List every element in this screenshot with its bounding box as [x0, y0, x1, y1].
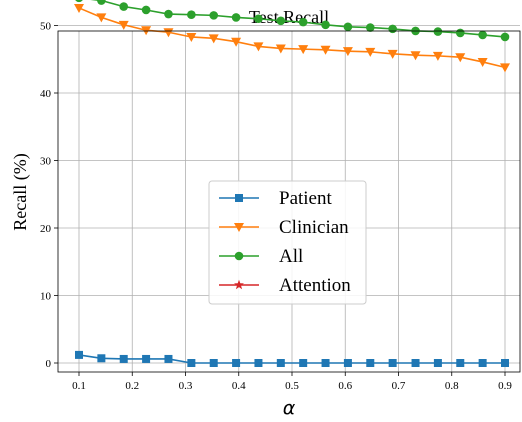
x-tick-label: 0.5	[285, 380, 299, 392]
clinician-point	[298, 45, 309, 55]
all-point	[321, 20, 330, 30]
patient-point	[75, 350, 83, 359]
clinician-point	[186, 32, 197, 42]
patient-point	[254, 359, 263, 367]
patient-point	[119, 354, 128, 363]
x-tick-label: 0.2	[125, 380, 139, 392]
all-point	[164, 9, 173, 19]
clinician-point	[253, 42, 264, 52]
legend-item-clinician: Clinician	[219, 217, 349, 238]
legend-label: All	[279, 246, 303, 267]
patient-point	[411, 359, 420, 367]
clinician-point	[320, 45, 331, 55]
clinician-point	[118, 20, 129, 30]
all-point	[254, 14, 263, 24]
all-point	[343, 22, 353, 32]
patient-point	[321, 359, 330, 367]
x-tick-label: 0.6	[338, 380, 352, 392]
patient-point	[433, 359, 442, 367]
clinician-point	[74, 3, 84, 13]
x-tick-label: 0.9	[498, 380, 512, 392]
legend-item-attention: Attention	[219, 275, 351, 296]
y-tick-label: 0	[46, 358, 52, 370]
clinician-line	[78, 7, 506, 69]
legend-label: Patient	[279, 188, 332, 209]
patient-point	[299, 359, 308, 367]
all-point	[119, 2, 129, 11]
patient-point	[276, 359, 285, 367]
all-point	[388, 24, 397, 34]
series-all	[75, 0, 510, 42]
patient-point	[209, 359, 218, 367]
x-tick-label: 0.3	[179, 380, 193, 392]
x-axis-label: α	[283, 397, 296, 419]
patient-point	[343, 359, 352, 367]
all-point	[455, 28, 465, 38]
all-point	[97, 0, 106, 5]
clinician-point	[231, 37, 242, 47]
all-point	[75, 0, 83, 3]
patient-point	[478, 359, 487, 367]
series-patient	[75, 350, 509, 367]
legend-label: Clinician	[279, 217, 349, 238]
x-tick-label: 0.4	[232, 380, 246, 392]
y-axis-label: Recall (%)	[10, 153, 31, 230]
plot-frame	[57, 30, 521, 373]
patient-point	[388, 359, 397, 367]
clinician-point	[455, 53, 466, 63]
all-point	[187, 10, 196, 19]
attention-legend-marker	[234, 279, 244, 290]
clinician-point	[342, 47, 353, 57]
series-clinician	[74, 3, 510, 73]
clinician-point	[163, 28, 174, 38]
clinician-point	[500, 63, 510, 73]
y-tick-label: 50	[40, 21, 52, 33]
clinician-point	[208, 34, 219, 44]
legend-item-patient: Patient	[219, 188, 332, 209]
all-point	[209, 11, 219, 20]
y-tick-label: 40	[40, 88, 52, 100]
y-tick-label: 20	[40, 223, 52, 235]
series-layer	[74, 0, 510, 367]
patient-point	[456, 359, 465, 367]
all-point	[478, 30, 487, 40]
y-tick-label: 30	[40, 156, 52, 168]
patient-point	[232, 359, 241, 367]
ticks: 0.10.20.30.40.50.60.70.80.90102030405060…	[40, 21, 512, 393]
clinician-point	[387, 49, 398, 59]
x-tick-label: 0.1	[72, 380, 86, 392]
patient-legend-marker	[235, 194, 243, 202]
all-point	[500, 32, 510, 42]
patient-point	[164, 354, 173, 363]
patient-point	[501, 359, 509, 367]
all-point	[231, 13, 241, 22]
legend: Patient Clinician All Attention	[208, 180, 367, 305]
patient-point	[366, 359, 375, 367]
clinician-point	[275, 44, 286, 54]
legend-box	[208, 180, 367, 305]
clinician-point	[432, 51, 443, 61]
y-tick-label: 10	[40, 291, 52, 303]
clinician-point	[410, 51, 421, 61]
chart-title: Test Recall	[249, 7, 329, 27]
patient-point	[187, 359, 196, 367]
x-tick-label: 0.7	[392, 380, 406, 392]
legend-label: Attention	[279, 275, 351, 296]
patient-point	[142, 354, 151, 363]
clinician-point	[477, 57, 488, 67]
all-point	[365, 23, 375, 32]
all-legend-marker	[234, 251, 244, 261]
all-point	[141, 5, 151, 15]
clinician-legend-marker	[234, 223, 244, 232]
clinician-point	[96, 13, 107, 23]
clinician-point	[365, 47, 376, 57]
all-point	[433, 27, 443, 36]
patient-point	[97, 354, 106, 363]
x-tick-label: 0.8	[445, 380, 459, 392]
all-point	[298, 17, 308, 27]
all-point	[276, 16, 286, 26]
legend-item-all: All	[219, 246, 303, 267]
